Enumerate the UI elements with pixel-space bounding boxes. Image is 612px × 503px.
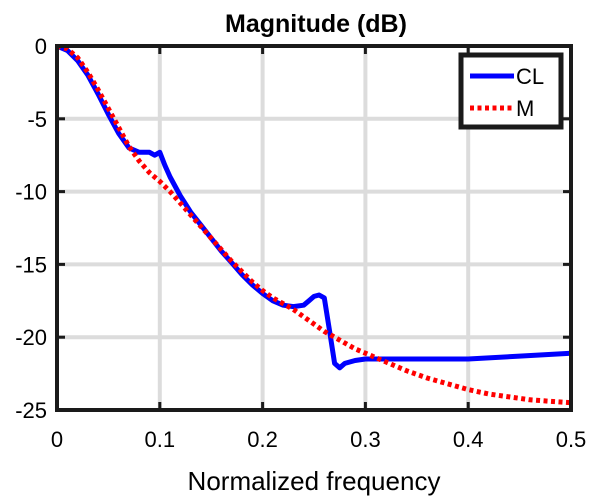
legend-box bbox=[458, 52, 564, 130]
ticks: 0 0.1 0.2 0.3 0.4 0.5 0 -5 -10 -15 -20 -25 bbox=[15, 34, 586, 452]
x-axis-label: Normalized frequency bbox=[188, 466, 441, 496]
grid bbox=[55, 44, 573, 412]
y-tick-label-3: -15 bbox=[15, 252, 47, 277]
y-tick-label-4: -20 bbox=[15, 325, 47, 350]
series-line-cl bbox=[57, 46, 571, 371]
x-tick-label-4: 0.4 bbox=[453, 427, 484, 452]
legend-label-cl: CL bbox=[516, 64, 544, 89]
chart-title: Magnitude (dB) bbox=[225, 10, 407, 38]
plot-frame bbox=[55, 44, 573, 412]
x-tick-label-2: 0.2 bbox=[247, 427, 278, 452]
legend: CL M bbox=[458, 52, 564, 130]
x-tick-label-1: 0.1 bbox=[145, 427, 176, 452]
y-tick-label-0: 0 bbox=[35, 34, 47, 59]
series-line-m bbox=[57, 46, 571, 406]
y-tick-label-2: -10 bbox=[15, 180, 47, 205]
x-tick-label-3: 0.3 bbox=[350, 427, 381, 452]
series-layer bbox=[57, 46, 571, 406]
x-tick-label-0: 0 bbox=[51, 427, 63, 452]
legend-label-m: M bbox=[516, 96, 534, 121]
y-tick-label-5: -25 bbox=[15, 398, 47, 423]
y-tick-label-1: -5 bbox=[27, 107, 47, 132]
x-tick-label-5: 0.5 bbox=[556, 427, 587, 452]
